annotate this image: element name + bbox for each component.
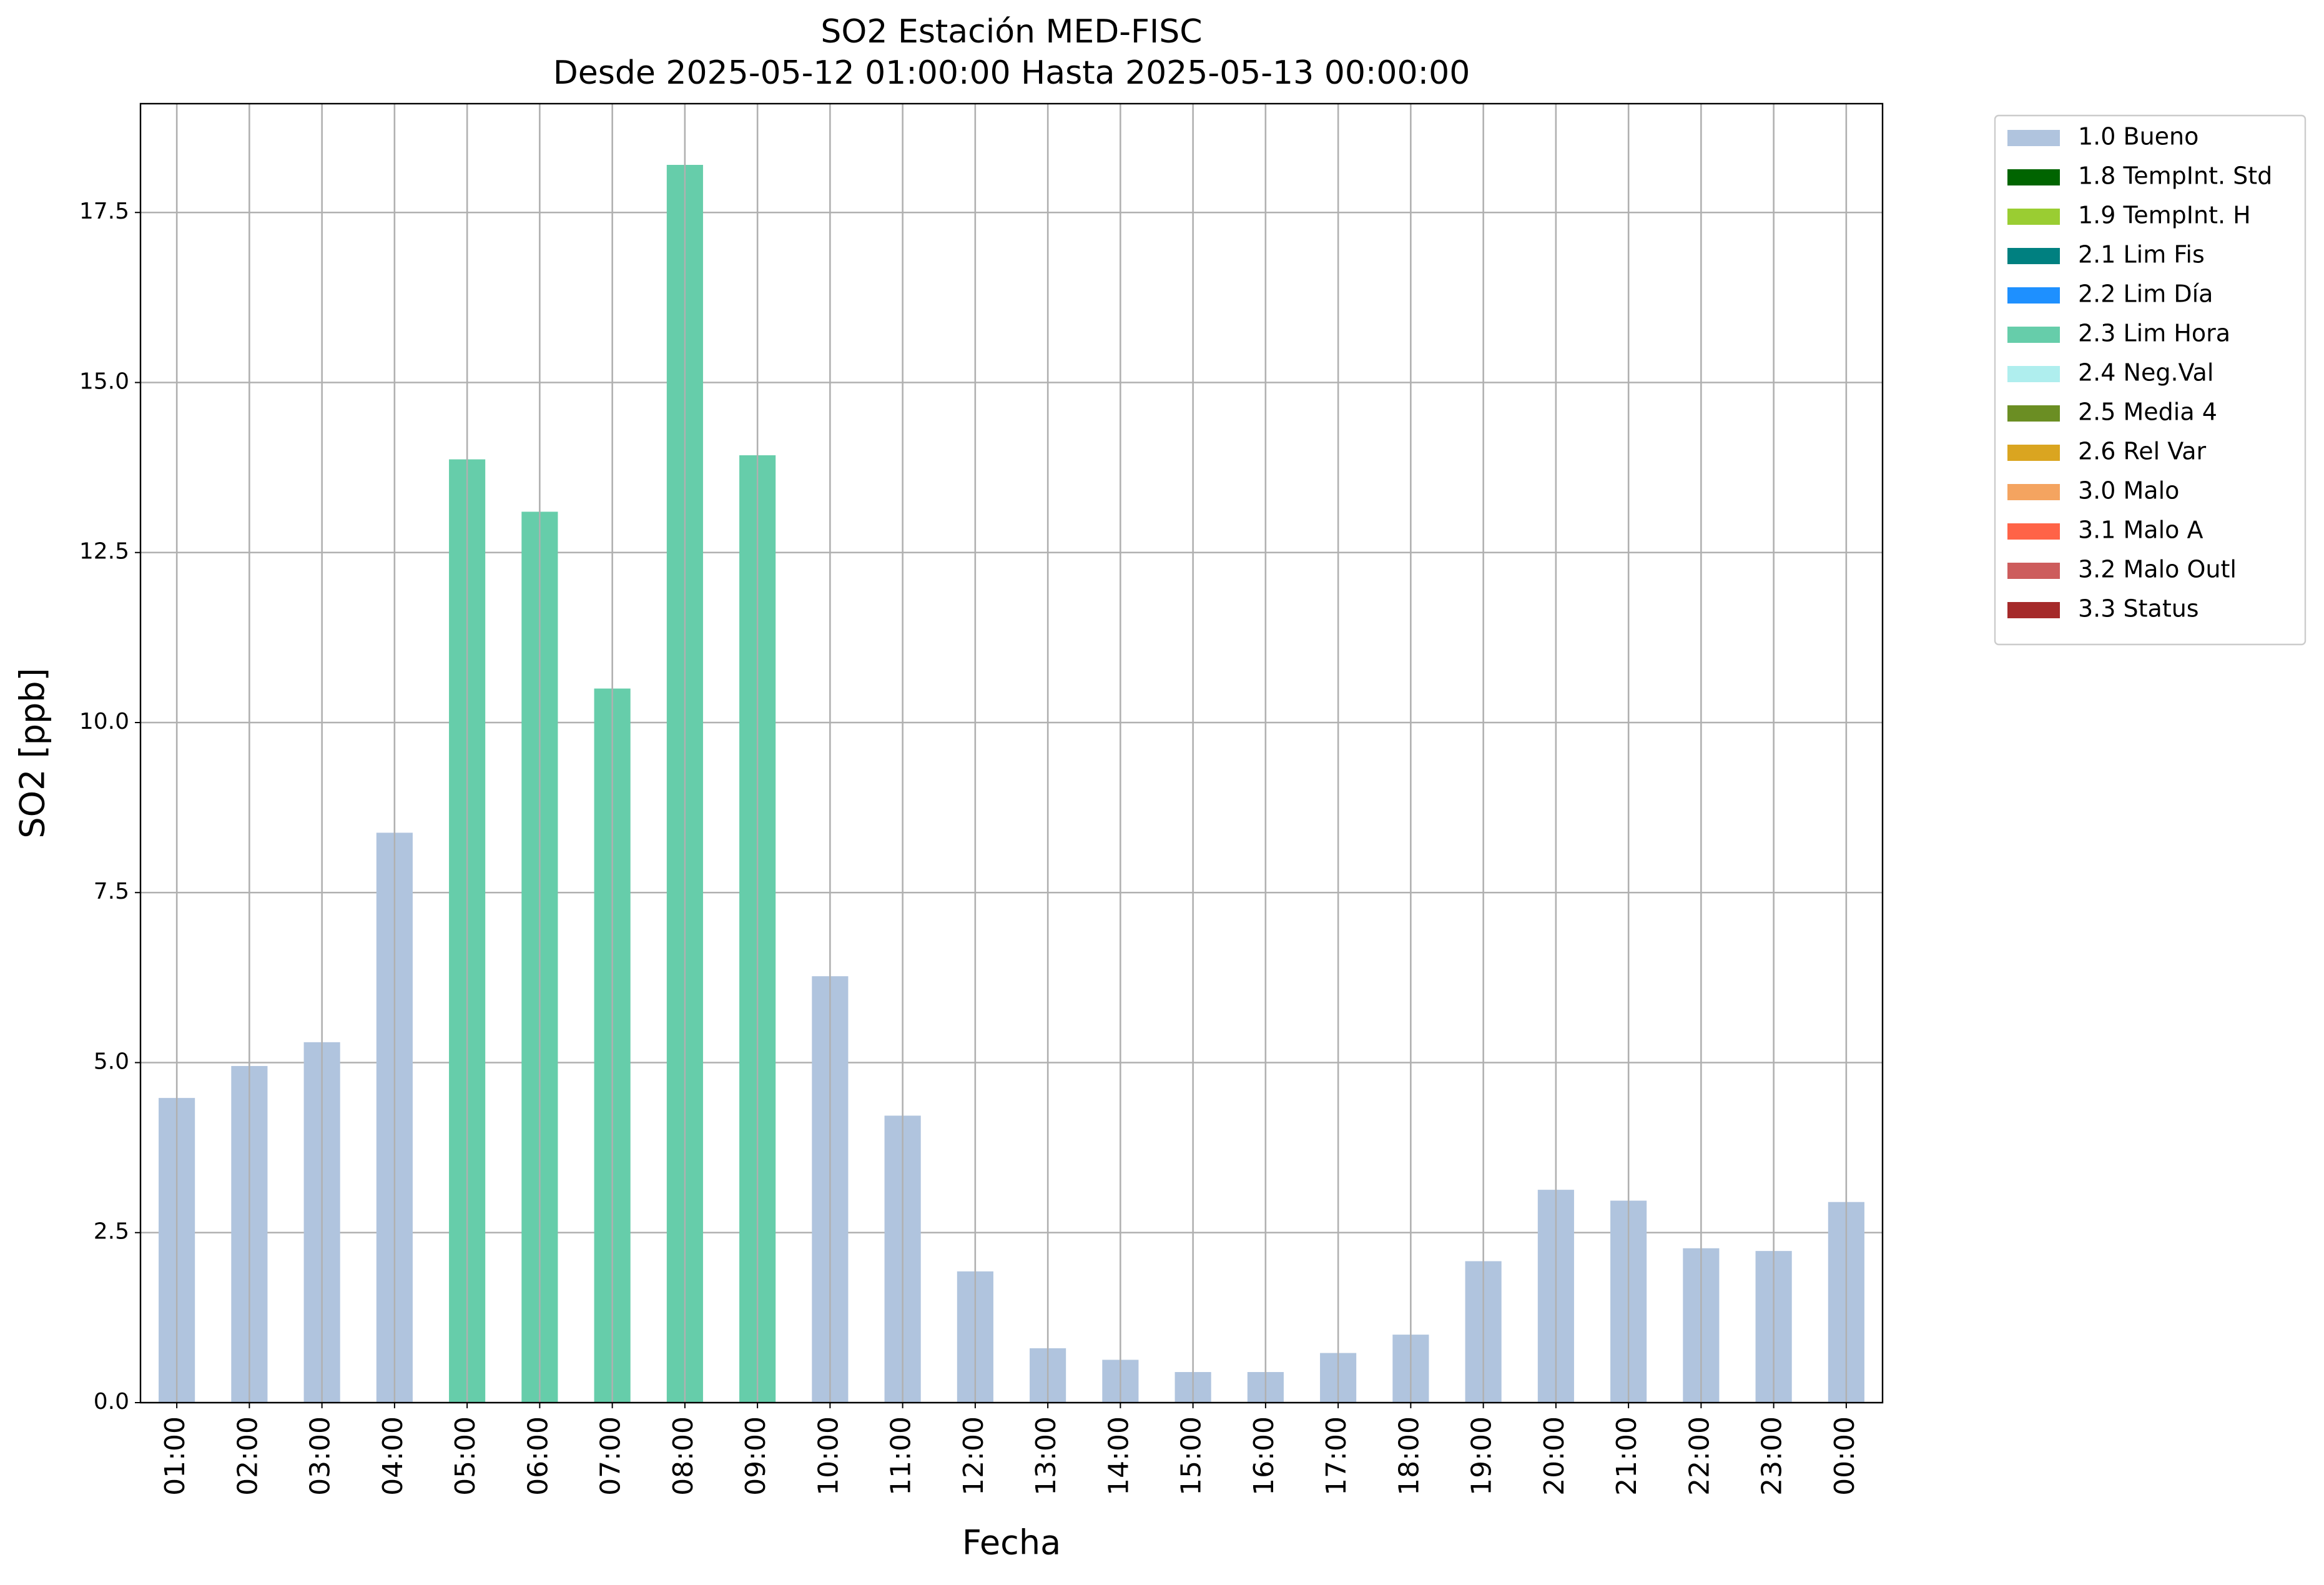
legend-box — [1994, 114, 2307, 646]
x-tick-label: 14:00 — [1103, 1416, 1135, 1496]
x-tick-label: 21:00 — [1611, 1416, 1643, 1496]
x-tick-label: 02:00 — [232, 1416, 263, 1496]
legend-swatch — [2007, 484, 2060, 500]
x-tick-label: 07:00 — [595, 1416, 627, 1496]
legend-label: 2.2 Lim Día — [2078, 280, 2213, 308]
legend-label: 2.4 Neg.Val — [2078, 359, 2213, 387]
legend-label: 2.5 Media 4 — [2078, 398, 2217, 426]
x-tick-label: 01:00 — [159, 1416, 191, 1496]
legend-swatch — [2007, 130, 2060, 146]
legend-swatch — [2007, 445, 2060, 461]
x-tick-label: 06:00 — [522, 1416, 554, 1496]
x-tick-label: 17:00 — [1321, 1416, 1352, 1496]
x-tick-label: 16:00 — [1248, 1416, 1280, 1496]
x-tick-label: 18:00 — [1393, 1416, 1425, 1496]
y-tick-label: 17.5 — [79, 199, 129, 224]
x-axis-label: Fecha — [962, 1523, 1061, 1563]
x-tick-label: 00:00 — [1829, 1416, 1861, 1496]
y-tick-label: 7.5 — [94, 879, 129, 904]
x-tick-label: 19:00 — [1466, 1416, 1498, 1496]
legend-swatch — [2007, 563, 2060, 579]
x-tick-label: 23:00 — [1756, 1416, 1788, 1496]
legend-label: 3.3 Status — [2078, 595, 2199, 623]
chart-subtitle: Desde 2025-05-12 01:00:00 Hasta 2025-05-… — [553, 54, 1470, 92]
y-tick-label: 12.5 — [79, 539, 129, 565]
y-tick-label: 10.0 — [79, 709, 129, 734]
y-tick-label: 15.0 — [79, 368, 129, 394]
legend-label: 1.9 TempInt. H — [2078, 202, 2251, 229]
legend-swatch — [2007, 209, 2060, 225]
legend-swatch — [2007, 366, 2060, 382]
plot-frame — [139, 102, 1884, 1404]
legend-label: 2.1 Lim Fis — [2078, 241, 2205, 269]
legend-label: 3.1 Malo A — [2078, 516, 2203, 544]
legend-label: 2.3 Lim Hora — [2078, 320, 2230, 347]
chart-title: SO2 Estación MED-FISC — [820, 13, 1202, 51]
x-tick-label: 05:00 — [450, 1416, 481, 1496]
legend-swatch — [2007, 327, 2060, 343]
x-tick-label: 12:00 — [958, 1416, 990, 1496]
legend-swatch — [2007, 523, 2060, 540]
legend-label: 1.8 TempInt. Std — [2078, 162, 2272, 190]
x-tick-label: 13:00 — [1030, 1416, 1062, 1496]
legend-label: 1.0 Bueno — [2078, 123, 2198, 151]
y-axis-label: SO2 [ppb] — [13, 668, 52, 838]
x-tick-label: 15:00 — [1176, 1416, 1208, 1496]
x-tick-label: 11:00 — [885, 1416, 917, 1496]
legend-swatch — [2007, 287, 2060, 304]
y-tick-label: 5.0 — [94, 1049, 129, 1074]
x-tick-label: 03:00 — [305, 1416, 337, 1496]
x-tick-label: 22:00 — [1683, 1416, 1715, 1496]
legend-label: 2.6 Rel Var — [2078, 438, 2207, 465]
x-tick-label: 09:00 — [740, 1416, 772, 1496]
legend-label: 3.0 Malo — [2078, 477, 2179, 505]
y-tick-label: 2.5 — [94, 1219, 129, 1245]
x-tick-label: 10:00 — [812, 1416, 844, 1496]
x-tick-label: 04:00 — [377, 1416, 409, 1496]
y-tick-label: 0.0 — [94, 1389, 129, 1415]
legend-swatch — [2007, 248, 2060, 264]
x-tick-label: 08:00 — [667, 1416, 699, 1496]
legend-label: 3.2 Malo Outl — [2078, 556, 2237, 583]
x-tick-label: 20:00 — [1539, 1416, 1570, 1496]
legend-swatch — [2007, 169, 2060, 185]
legend-swatch — [2007, 405, 2060, 422]
legend-swatch — [2007, 602, 2060, 618]
